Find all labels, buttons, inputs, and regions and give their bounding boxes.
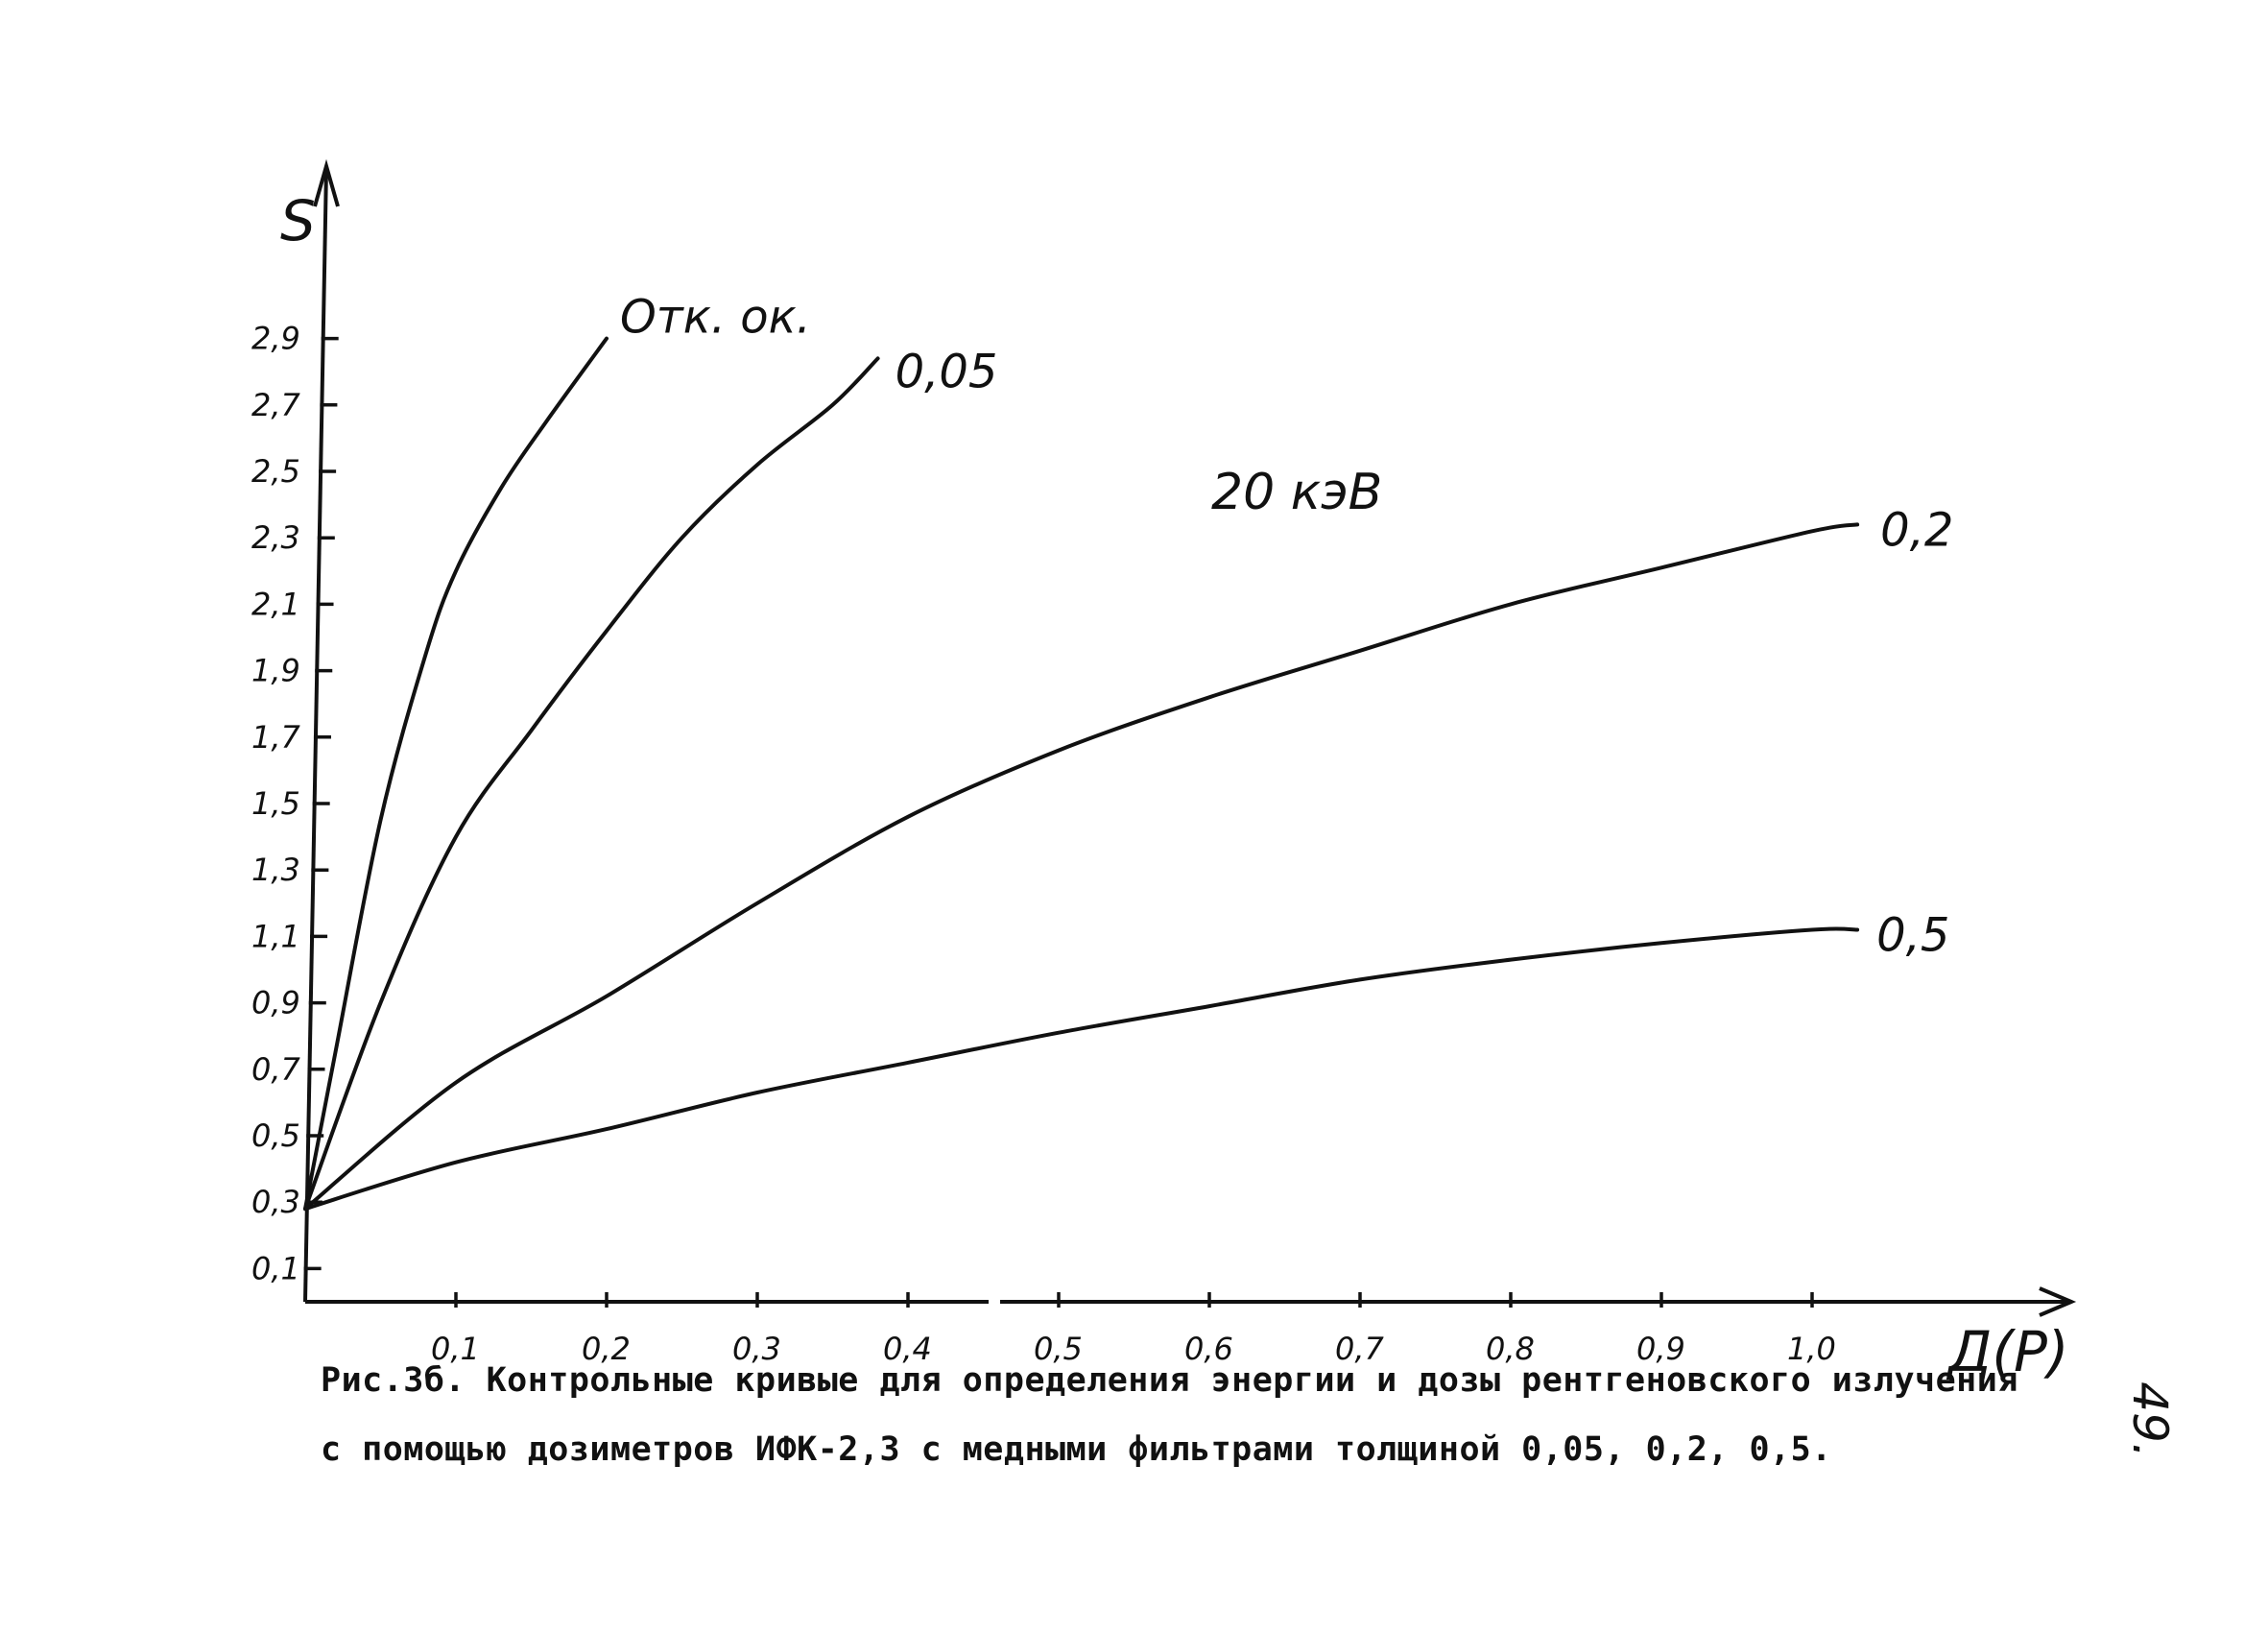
series-label-1: Отк. ок. — [620, 291, 811, 345]
curve-series-1 — [303, 336, 609, 1212]
y-axis-line — [303, 167, 328, 1303]
page-number: 49. — [2121, 1381, 2178, 1458]
figure-caption-line-1: Рис.3б. Контрольные кривые для определен… — [321, 1361, 2018, 1400]
y-axis-arrow — [313, 158, 340, 207]
x-tick-label: 0,7 — [1335, 1331, 1385, 1367]
figure-caption-line-2: с помощью дозиметров ИФК-2,3 с медными ф… — [321, 1430, 1832, 1469]
x-tick-label: 0,2 — [582, 1331, 631, 1367]
x-tick-label: 0,1 — [431, 1331, 480, 1367]
curve-series-2 — [303, 356, 880, 1212]
y-tick-label: 1,1 — [251, 918, 300, 954]
y-tick-label: 1,9 — [251, 653, 300, 689]
y-tick-label: 0,5 — [251, 1117, 300, 1154]
y-axis-ticks: 0,1 0,3 0,5 0,7 0,9 1,1 1,3 1,5 1,7 1,9 2,1 2,3 2,5 2… — [251, 321, 339, 1286]
x-tick-label: 1,0 — [1787, 1331, 1836, 1367]
curves — [303, 336, 1860, 1212]
x-axis-label: Д(Р) — [1946, 1319, 2069, 1384]
y-tick-label: 0,9 — [251, 985, 300, 1021]
y-tick-label: 2,7 — [251, 387, 301, 423]
y-tick-label: 1,5 — [251, 785, 300, 822]
series-label-2: 0,05 — [895, 345, 998, 398]
x-axis-ticks: 0,1 0,2 0,3 0,4 0,5 0,6 0,7 0,8 0,9 1,0 — [431, 1292, 1836, 1367]
y-tick-label: 0,1 — [251, 1250, 300, 1286]
series-label-4: 0,5 — [1876, 908, 1949, 962]
x-tick-label: 0,9 — [1636, 1331, 1685, 1367]
curve-series-3 — [303, 522, 1860, 1212]
energy-annotation: 20 кэВ — [1211, 464, 1382, 521]
y-tick-label: 2,3 — [251, 519, 300, 556]
y-tick-label: 2,5 — [251, 453, 300, 490]
y-tick-label: 1,7 — [251, 719, 301, 756]
x-tick-label: 0,3 — [732, 1331, 781, 1367]
y-tick-label: 2,1 — [251, 586, 300, 622]
y-tick-label: 0,3 — [251, 1184, 300, 1220]
x-tick-label: 0,4 — [883, 1331, 932, 1367]
y-axis-label: S — [280, 188, 316, 253]
y-tick-label: 1,3 — [251, 852, 300, 888]
x-tick-label: 0,6 — [1184, 1331, 1233, 1367]
series-label-3: 0,2 — [1880, 503, 1953, 557]
x-axis-arrow — [2039, 1286, 2077, 1317]
x-tick-label: 0,5 — [1034, 1331, 1083, 1367]
y-tick-label: 0,7 — [251, 1051, 301, 1088]
series-labels: Отк. ок. 0,05 0,2 0,5 — [620, 291, 1953, 963]
axes — [303, 158, 2077, 1317]
x-tick-label: 0,8 — [1486, 1331, 1535, 1367]
y-tick-label: 2,9 — [251, 321, 300, 357]
curve-series-4 — [303, 926, 1860, 1212]
